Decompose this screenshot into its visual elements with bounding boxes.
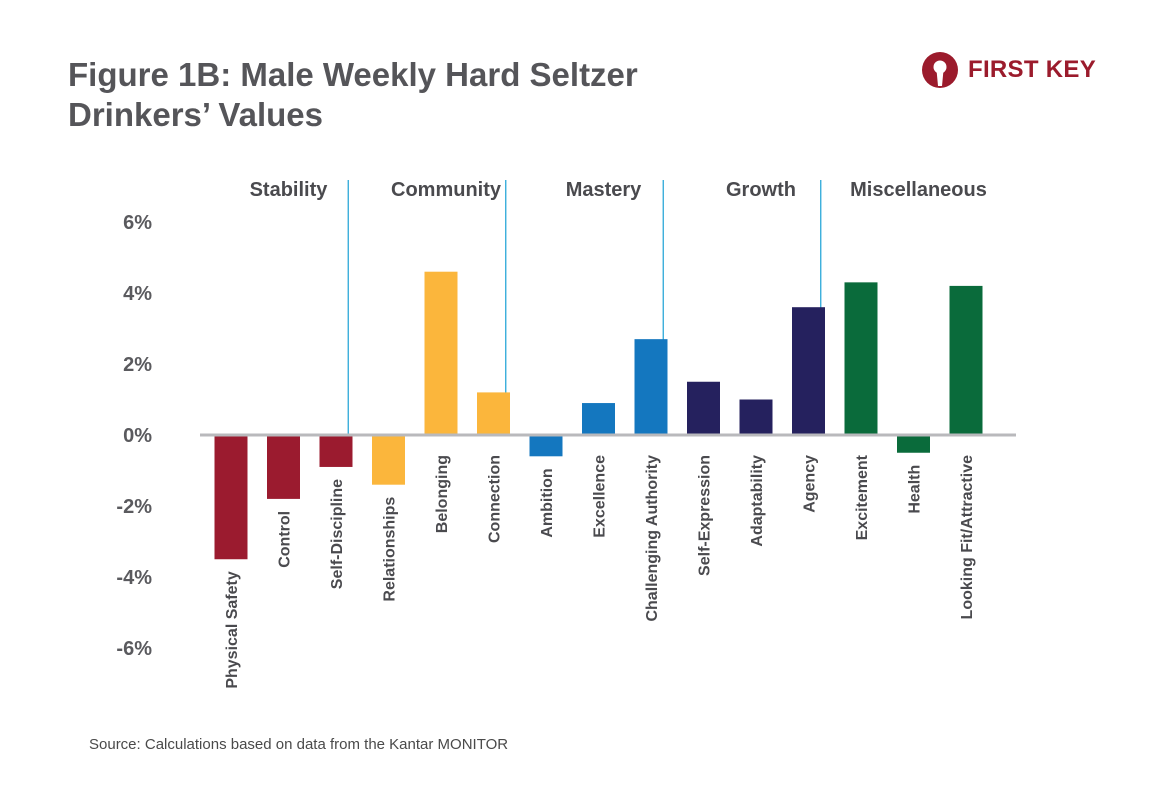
category-label-self-discipline: Self-Discipline [329,479,346,589]
bar-relationships [372,435,405,485]
y-tick-label: -6% [116,638,152,660]
category-label-health: Health [907,465,924,514]
category-label-self-expression: Self-Expression [697,455,714,576]
bar-challenging-authority [634,339,668,435]
bar-belonging [424,271,458,435]
chart-title: Figure 1B: Male Weekly Hard Seltzer Drin… [68,55,638,135]
category-label-adaptability: Adaptability [749,455,766,547]
category-label-excitement: Excitement [854,454,871,540]
category-label-connection: Connection [487,455,504,543]
category-label-agency: Agency [802,455,819,513]
y-tick-label: 2% [123,354,152,376]
y-tick-label: -4% [116,567,152,589]
source-note: Source: Calculations based on data from … [89,736,509,753]
group-header-stability: Stability [250,179,329,201]
brand-name: FIRST KEY [968,56,1097,83]
chart-title-line-1: Figure 1B: Male Weekly Hard Seltzer [68,56,638,93]
y-tick-label: 0% [123,425,152,447]
keyhole-logo-icon [922,52,958,88]
category-label-challenging-authority: Challenging Authority [644,455,661,622]
chart-title-line-2: Drinkers’ Values [68,96,323,133]
y-tick-label: 4% [123,283,152,305]
category-label-excellence: Excellence [592,455,609,538]
bar-ambition [529,435,563,457]
category-label-relationships: Relationships [382,497,399,602]
category-label-looking-fit-attractive: Looking Fit/Attractive [959,455,976,620]
category-label-physical-safety: Physical Safety [224,571,241,689]
group-header-growth: Growth [726,179,796,201]
group-header-mastery: Mastery [566,179,642,201]
bar-health [897,435,930,453]
category-label-belonging: Belonging [434,455,451,533]
group-header-community: Community [391,179,502,201]
bar-excitement [844,282,878,435]
brand-logo: FIRST KEY [920,50,1096,90]
bar-self-expression [687,381,720,435]
category-label-control: Control [277,511,294,568]
bar-self-discipline [319,435,353,467]
y-tick-label: 6% [123,212,152,234]
bar-agency [792,307,825,435]
bar-looking-fit-attractive [949,285,983,435]
bar-control [267,435,300,499]
category-label-ambition: Ambition [539,468,556,537]
bar-excellence [582,403,615,435]
bar-adaptability [739,399,773,435]
group-header-miscellaneous: Miscellaneous [850,179,987,201]
y-tick-label: -2% [116,496,152,518]
bar-physical-safety [214,435,248,560]
bar-connection [477,392,510,435]
